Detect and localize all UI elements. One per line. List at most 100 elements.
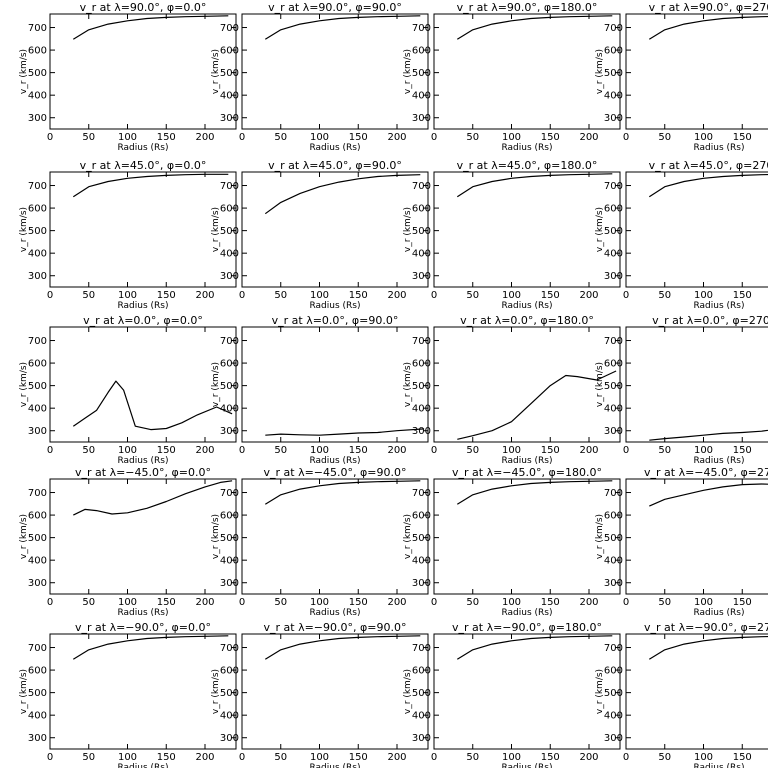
y-tick-label: 400 — [412, 404, 431, 415]
x-axis-label: Radius (Rs) — [501, 456, 552, 466]
y-tick-label: 700 — [28, 643, 47, 654]
y-tick-label: 500 — [412, 688, 431, 699]
x-tick-label: 50 — [658, 445, 671, 456]
x-tick-label: 100 — [694, 132, 713, 143]
y-tick-label: 700 — [412, 23, 431, 34]
y-tick-label: 600 — [28, 204, 47, 215]
x-tick-label: 150 — [541, 445, 560, 456]
y-tick-label: 300 — [220, 113, 239, 124]
x-tick-label: 0 — [47, 752, 53, 763]
x-axis-label: Radius (Rs) — [501, 608, 552, 618]
plot-frame — [241, 171, 429, 288]
y-tick-label: 600 — [412, 359, 431, 370]
x-tick-label: 200 — [387, 290, 406, 301]
x-tick-label: 50 — [658, 597, 671, 608]
panel-title: v_r at λ=0.0°, φ=270.0° — [652, 314, 768, 327]
series-line — [265, 428, 425, 436]
y-tick-label: 600 — [412, 511, 431, 522]
x-tick-label: 100 — [694, 290, 713, 301]
x-tick-label: 200 — [579, 290, 598, 301]
panel-title: v_r at λ=45.0°, φ=0.0° — [80, 159, 207, 172]
series-line — [72, 173, 229, 198]
plot-frame — [49, 171, 237, 288]
plot-frame — [241, 13, 429, 130]
x-tick-label: 50 — [82, 290, 95, 301]
panel-4: v_r at λ=90.0°, φ=270.0°0501001502003004… — [595, 1, 768, 153]
y-tick-label: 700 — [28, 336, 47, 347]
series-line — [456, 635, 613, 660]
y-axis-label: v_r (km/s) — [595, 669, 605, 714]
y-tick-label: 500 — [28, 688, 47, 699]
y-tick-label: 400 — [28, 249, 47, 260]
y-tick-label: 400 — [28, 404, 47, 415]
y-tick-label: 500 — [220, 533, 239, 544]
y-tick-label: 400 — [604, 404, 623, 415]
y-axis-label: v_r (km/s) — [211, 669, 221, 714]
y-tick-label: 700 — [604, 643, 623, 654]
x-tick-label: 150 — [733, 132, 752, 143]
y-tick-label: 700 — [412, 488, 431, 499]
y-tick-label: 500 — [28, 226, 47, 237]
x-tick-label: 150 — [733, 597, 752, 608]
y-tick-label: 400 — [412, 249, 431, 260]
x-tick-label: 150 — [349, 290, 368, 301]
x-tick-label: 50 — [466, 597, 479, 608]
y-tick-label: 700 — [604, 336, 623, 347]
y-tick-label: 500 — [220, 226, 239, 237]
y-tick-label: 500 — [412, 533, 431, 544]
y-tick-label: 300 — [412, 578, 431, 589]
y-tick-label: 500 — [412, 226, 431, 237]
panel-title: v_r at λ=−90.0°, φ=90.0° — [264, 621, 407, 634]
y-tick-label: 600 — [28, 511, 47, 522]
y-tick-label: 600 — [220, 511, 239, 522]
x-tick-label: 150 — [157, 445, 176, 456]
y-tick-label: 500 — [28, 68, 47, 79]
panel-title: v_r at λ=−90.0°, φ=0.0° — [75, 621, 211, 634]
panel-3: v_r at λ=90.0°, φ=180.0° 0 50 100 150 200 300 4… — [403, 1, 621, 153]
y-axis-label: v_r (km/s) — [19, 49, 29, 94]
x-axis-label: Radius (Rs) — [501, 143, 552, 153]
y-tick-label: 300 — [220, 426, 239, 437]
y-axis-label: v_r (km/s) — [403, 362, 413, 407]
x-tick-label: 200 — [579, 445, 598, 456]
x-tick-label: 50 — [274, 752, 287, 763]
x-tick-label: 150 — [349, 597, 368, 608]
x-tick-label: 100 — [310, 132, 329, 143]
panel-16: v_r at λ=−45.0°, φ=270.0°050100150200300… — [595, 466, 768, 618]
x-tick-label: 50 — [274, 445, 287, 456]
x-tick-label: 150 — [157, 290, 176, 301]
y-tick-label: 600 — [604, 359, 623, 370]
x-axis-label: Radius (Rs) — [117, 301, 168, 311]
x-tick-label: 50 — [274, 290, 287, 301]
y-axis-label: v_r (km/s) — [595, 49, 605, 94]
y-tick-label: 500 — [220, 688, 239, 699]
panel-11: v_r at λ=0.0°, φ=180.0° 0 50 100 150 200 300 40… — [403, 314, 621, 466]
y-tick-label: 700 — [220, 23, 239, 34]
x-tick-label: 150 — [157, 132, 176, 143]
x-tick-label: 100 — [118, 752, 137, 763]
y-tick-label: 600 — [604, 511, 623, 522]
plot-frame — [625, 633, 768, 750]
y-tick-label: 500 — [28, 381, 47, 392]
x-tick-label: 0 — [431, 290, 437, 301]
plot-frame — [625, 171, 768, 288]
x-tick-label: 100 — [310, 597, 329, 608]
x-tick-label: 0 — [623, 752, 629, 763]
y-axis-label: v_r (km/s) — [19, 207, 29, 252]
x-axis-label: Radius (Rs) — [117, 608, 168, 618]
plot-frame — [49, 326, 237, 443]
x-axis-label: Radius (Rs) — [309, 608, 360, 618]
x-tick-label: 150 — [349, 445, 368, 456]
panel-title: v_r at λ=0.0°, φ=0.0° — [83, 314, 203, 327]
x-tick-label: 100 — [118, 290, 137, 301]
x-tick-label: 0 — [47, 132, 53, 143]
y-tick-label: 500 — [604, 381, 623, 392]
series-line — [73, 480, 233, 516]
panel-13: v_r at λ=−45.0°, φ=0.0° 0 50 100 150 200 300 40… — [19, 466, 237, 618]
plot-frame — [49, 478, 237, 595]
y-tick-label: 300 — [28, 426, 47, 437]
plot-frame — [241, 633, 429, 750]
y-tick-label: 500 — [412, 68, 431, 79]
plot-frame — [49, 633, 237, 750]
